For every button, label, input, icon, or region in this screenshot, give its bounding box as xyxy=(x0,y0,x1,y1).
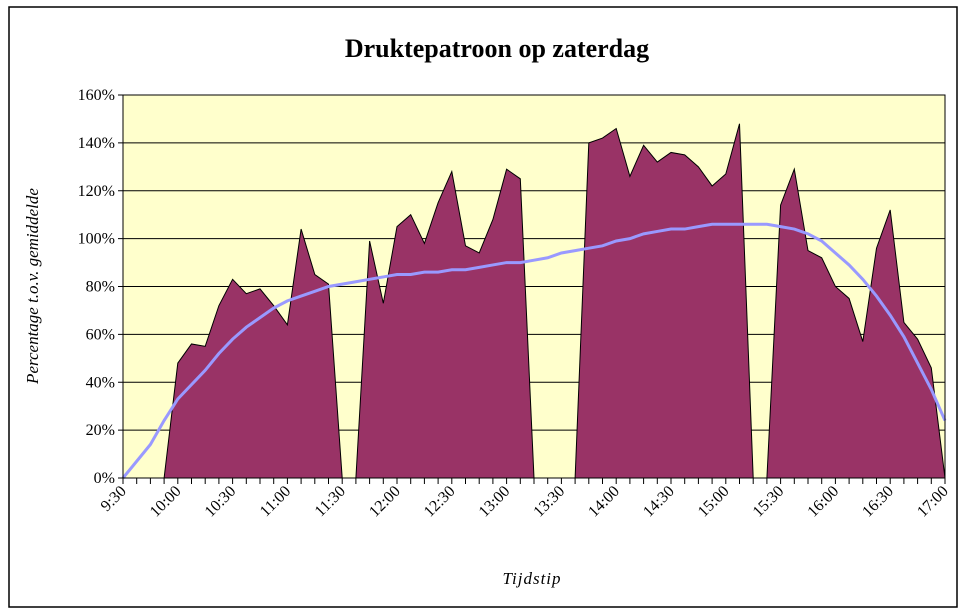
y-tick-label: 60% xyxy=(86,326,115,343)
y-tick-label: 140% xyxy=(78,135,115,152)
x-axis-label: Tijdstip xyxy=(502,569,561,588)
y-tick-label: 120% xyxy=(78,183,115,200)
y-tick-label: 40% xyxy=(86,374,115,391)
y-tick-label: 0% xyxy=(94,470,115,487)
y-tick-label: 100% xyxy=(78,231,115,248)
chart-title: Druktepatroon op zaterdag xyxy=(345,34,649,63)
y-tick-label: 160% xyxy=(78,87,115,104)
trend-line xyxy=(121,222,947,479)
y-axis-label: Percentage t.o.v. gemiddelde xyxy=(23,188,42,385)
y-tick-label: 80% xyxy=(86,279,115,296)
y-tick-label: 20% xyxy=(86,422,115,439)
